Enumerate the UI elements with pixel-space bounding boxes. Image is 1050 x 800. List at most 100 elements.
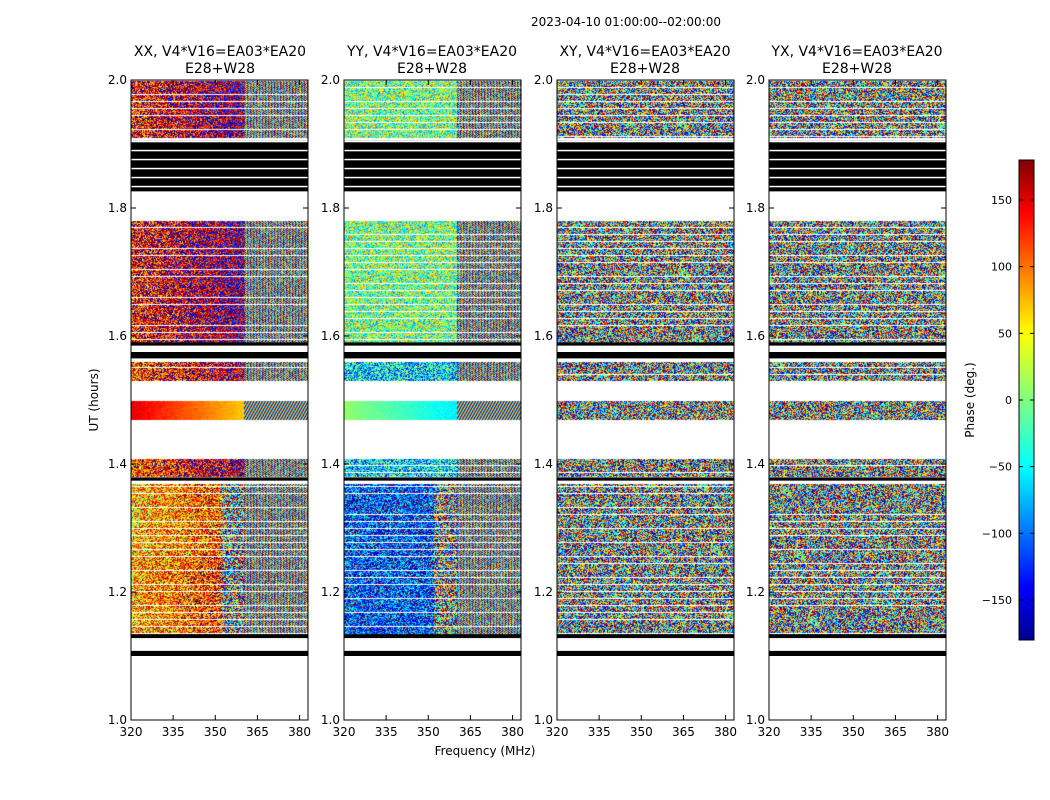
flagged-band-2 — [557, 477, 734, 481]
flagged-band-gap — [769, 158, 946, 161]
y-tick-label: 1.6 — [534, 329, 553, 343]
x-tick-label: 350 — [842, 725, 865, 739]
flagged-band-5 — [344, 140, 521, 192]
panel-yy-plot-area: 320 335 350 365 380 1.0 1.2 1.4 1.6 1.8 2.0 — [321, 73, 524, 739]
flagged-band-4 — [131, 342, 308, 346]
panel-xy: XY, V4*V16=EA03*EA20 E28+W28 320 335 350 36… — [534, 44, 737, 739]
panel-xy-title-line1: XY, V4*V16=EA03*EA20 — [559, 44, 730, 60]
flagged-band-1 — [769, 634, 946, 639]
x-tick-label: 335 — [588, 725, 611, 739]
flagged-band-gap — [769, 185, 946, 188]
flagged-band-gap — [769, 194, 946, 197]
y-tick-label: 1.6 — [108, 329, 127, 343]
flagged-band-2 — [344, 477, 521, 481]
colorbar-tick-label: −100 — [982, 527, 1012, 540]
flagged-band-gap — [557, 176, 734, 179]
flagged-band-gap — [557, 167, 734, 170]
flagged-band-1 — [557, 634, 734, 639]
flagged-band-gap — [131, 194, 308, 197]
x-tick-label: 365 — [672, 725, 695, 739]
colorbar-label: Phase (deg.) — [963, 362, 977, 437]
flagged-band-2 — [769, 477, 946, 481]
x-tick-label: 335 — [800, 725, 823, 739]
flagged-band-gap — [557, 194, 734, 197]
flagged-band-3 — [769, 352, 946, 359]
panel-yx-title-line2: E28+W28 — [822, 61, 892, 77]
flagged-band-gap — [344, 176, 521, 179]
colorbar-tick-label: 150 — [991, 194, 1012, 207]
y-tick-label: 1.2 — [746, 585, 765, 599]
flagged-band-5 — [557, 140, 734, 192]
flagged-band-gap — [769, 203, 946, 206]
panel-yy: YY, V4*V16=EA03*EA20 E28+W28 320 335 350 36… — [321, 44, 524, 739]
panel-yx-plot-area: 320 335 350 365 380 1.0 1.2 1.4 1.6 1.8 2.0 — [746, 73, 949, 739]
y-tick-label: 1.8 — [321, 201, 340, 215]
y-tick-label: 1.0 — [746, 713, 765, 727]
y-tick-label: 1.6 — [746, 329, 765, 343]
panel-xx-plot-area: 320 335 350 365 380 1.0 1.2 1.4 1.6 1.8 2.0 — [108, 73, 311, 739]
colorbar-tick-label: 0 — [1005, 394, 1012, 407]
panel-yx-title-line1: YX, V4*V16=EA03*EA20 — [770, 44, 942, 60]
x-tick-label: 320 — [120, 725, 143, 739]
x-tick-label: 350 — [630, 725, 653, 739]
flagged-band-0 — [344, 650, 521, 656]
flagged-band-gap — [344, 185, 521, 188]
flagged-band-gap — [131, 167, 308, 170]
panel-xy-plot-area: 320 335 350 365 380 1.0 1.2 1.4 1.6 1.8 2.0 — [534, 73, 737, 739]
y-tick-label: 1.0 — [534, 713, 553, 727]
flagged-band-gap — [769, 212, 946, 215]
flagged-band-gap — [131, 203, 308, 206]
plot-frame — [130, 79, 309, 721]
flagged-band-0 — [131, 650, 308, 656]
y-tick-label: 2.0 — [534, 73, 553, 87]
flagged-band-gap — [131, 212, 308, 215]
flagged-band-2 — [131, 477, 308, 481]
y-tick-label: 1.4 — [321, 457, 340, 471]
flagged-band-gap — [344, 167, 521, 170]
flagged-band-gap — [131, 140, 308, 143]
plot-frame — [556, 79, 735, 721]
y-tick-label: 1.2 — [321, 585, 340, 599]
x-tick-label: 380 — [926, 725, 949, 739]
flagged-band-3 — [557, 352, 734, 359]
x-tick-label: 320 — [546, 725, 569, 739]
panel-yy-title-line2: E28+W28 — [397, 61, 467, 77]
flagged-band-gap — [769, 140, 946, 143]
y-tick-label: 2.0 — [108, 73, 127, 87]
flagged-band-1 — [131, 634, 308, 639]
flagged-band-gap — [131, 149, 308, 152]
flagged-band-4 — [344, 342, 521, 346]
flagged-band-3 — [131, 352, 308, 359]
plot-frame — [343, 79, 522, 721]
y-tick-label: 1.8 — [746, 201, 765, 215]
flagged-band-3 — [344, 352, 521, 359]
flagged-band-gap — [769, 176, 946, 179]
flagged-band-gap — [769, 167, 946, 170]
flagged-band-5 — [131, 140, 308, 192]
flagged-band-gap — [557, 149, 734, 152]
colorbar-tick-label: −50 — [989, 461, 1012, 474]
flagged-band-gap — [131, 158, 308, 161]
colorbar-tick-label: −150 — [982, 594, 1012, 607]
x-tick-label: 335 — [375, 725, 398, 739]
panel-xy-title-line2: E28+W28 — [610, 61, 680, 77]
flagged-band-gap — [557, 185, 734, 188]
x-tick-label: 320 — [333, 725, 356, 739]
colorbar-tick-label: 50 — [998, 327, 1012, 340]
panel-yy-title-line1: YY, V4*V16=EA03*EA20 — [346, 44, 517, 60]
y-axis-label: UT (hours) — [87, 368, 101, 431]
x-tick-label: 380 — [288, 725, 311, 739]
flagged-band-0 — [769, 650, 946, 656]
y-tick-label: 1.8 — [108, 201, 127, 215]
flagged-band-gap — [557, 158, 734, 161]
x-tick-label: 365 — [459, 725, 482, 739]
flagged-band-gap — [344, 158, 521, 161]
panel-xx: XX, V4*V16=EA03*EA20 E28+W28 320 335 350 36… — [108, 44, 311, 739]
y-tick-label: 1.2 — [534, 585, 553, 599]
plot-frame — [768, 79, 947, 721]
panel-xx-title-line2: E28+W28 — [185, 61, 255, 77]
y-tick-label: 1.0 — [321, 713, 340, 727]
y-tick-label: 1.6 — [321, 329, 340, 343]
x-tick-label: 335 — [162, 725, 185, 739]
